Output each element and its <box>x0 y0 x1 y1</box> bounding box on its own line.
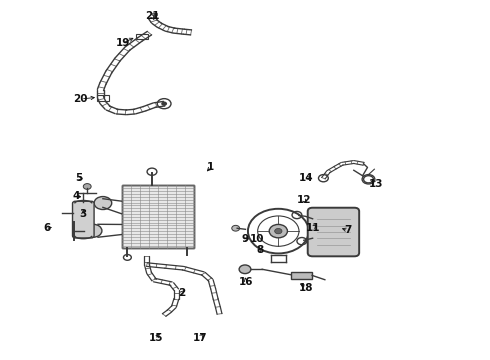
Circle shape <box>232 225 240 231</box>
Text: 11: 11 <box>305 222 320 233</box>
Text: 18: 18 <box>299 283 314 293</box>
Circle shape <box>239 265 251 274</box>
Text: 21: 21 <box>145 11 159 21</box>
Circle shape <box>84 224 102 237</box>
FancyBboxPatch shape <box>308 208 359 256</box>
Text: 13: 13 <box>369 179 384 189</box>
Text: 20: 20 <box>74 94 88 104</box>
Text: 19: 19 <box>115 38 130 48</box>
Text: 12: 12 <box>296 195 311 205</box>
Text: 4: 4 <box>72 191 80 201</box>
Text: 17: 17 <box>193 333 207 343</box>
Text: 16: 16 <box>239 276 253 287</box>
Bar <box>291 272 312 279</box>
Text: 6: 6 <box>43 222 50 233</box>
Text: 5: 5 <box>75 173 82 183</box>
Bar <box>122 185 194 248</box>
Text: 8: 8 <box>256 245 263 255</box>
Circle shape <box>83 184 91 189</box>
Bar <box>136 34 148 39</box>
Bar <box>97 95 109 100</box>
Text: 3: 3 <box>80 209 87 219</box>
Bar <box>152 13 157 15</box>
Text: 7: 7 <box>344 225 352 235</box>
Text: 1: 1 <box>207 162 214 172</box>
FancyBboxPatch shape <box>73 201 94 238</box>
Text: 9: 9 <box>242 234 248 244</box>
Text: 14: 14 <box>299 173 314 183</box>
Text: 10: 10 <box>250 234 265 244</box>
Circle shape <box>269 224 288 238</box>
Circle shape <box>275 229 282 234</box>
Text: 15: 15 <box>148 333 163 343</box>
Text: 2: 2 <box>178 288 185 298</box>
Circle shape <box>161 102 167 106</box>
Bar <box>122 185 194 248</box>
Circle shape <box>94 197 112 210</box>
